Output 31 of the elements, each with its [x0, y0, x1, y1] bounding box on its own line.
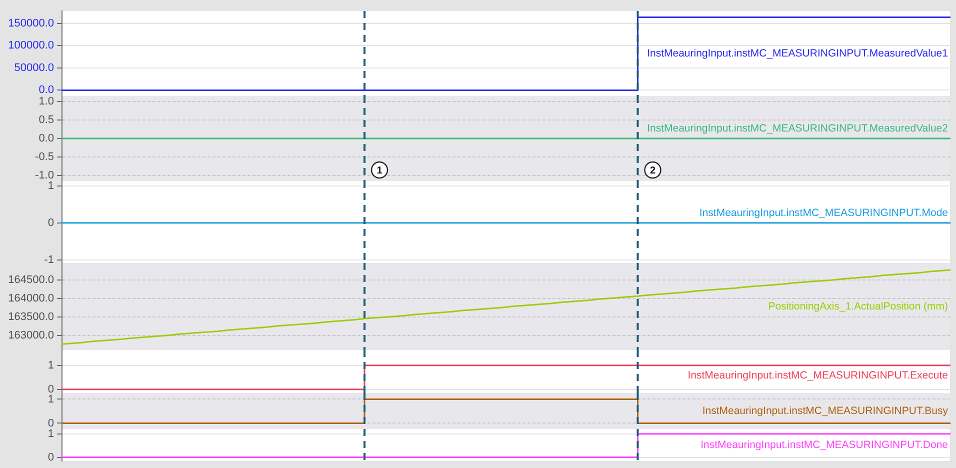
series-label: InstMeauringInput.instMC_MEASURINGINPUT.MeasuredValue2 — [647, 122, 948, 134]
series-label: InstMeauringInput.instMC_MEASURINGINPUT.MeasuredValue1 — [647, 47, 948, 60]
y-tick-label: 50000.0 — [14, 62, 54, 74]
y-tick-label: 1.0 — [38, 96, 54, 108]
series-label: InstMeauringInput.instMC_MEASURINGINPUT.Mode — [699, 206, 948, 219]
annotation: 1 — [376, 165, 383, 176]
y-tick-label: 1 — [48, 428, 54, 440]
y-tick-label: 164000.0 — [8, 292, 54, 304]
y-tick-label: 0.0 — [38, 84, 54, 96]
series-label: InstMeauringInput.instMC_MEASURINGINPUT.Done — [700, 438, 948, 451]
y-tick-label: 163000.0 — [8, 329, 54, 342]
y-tick-label: 163500.0 — [8, 310, 54, 323]
series-label: InstMeauringInput.instMC_MEASURINGINPUT.Execute — [688, 369, 948, 382]
y-tick-label: 1 — [48, 393, 54, 406]
series-label: InstMeauringInput.instMC_MEASURINGINPUT.Busy — [702, 404, 949, 417]
y-tick-label: 0.5 — [38, 114, 54, 126]
y-tick-label: 0 — [48, 216, 54, 229]
y-tick-label: -0.5 — [35, 151, 54, 164]
y-tick-label: 0 — [48, 451, 54, 464]
y-tick-label: 164500.0 — [8, 274, 54, 286]
y-tick-label: 1 — [48, 359, 54, 372]
y-tick-label: 0.0 — [38, 132, 54, 145]
y-tick-label: -1 — [44, 254, 54, 266]
y-tick-label: 0 — [48, 383, 54, 396]
y-tick-label: 1 — [48, 180, 54, 192]
annotation: 2 — [650, 165, 656, 176]
series-label: PositioningAxis_1.ActualPosition (mm) — [768, 300, 948, 312]
y-tick-label: -1.0 — [35, 169, 54, 182]
y-tick-label: 150000.0 — [8, 17, 54, 30]
y-tick-label: 100000.0 — [8, 40, 54, 52]
y-tick-label: 0 — [48, 417, 54, 430]
